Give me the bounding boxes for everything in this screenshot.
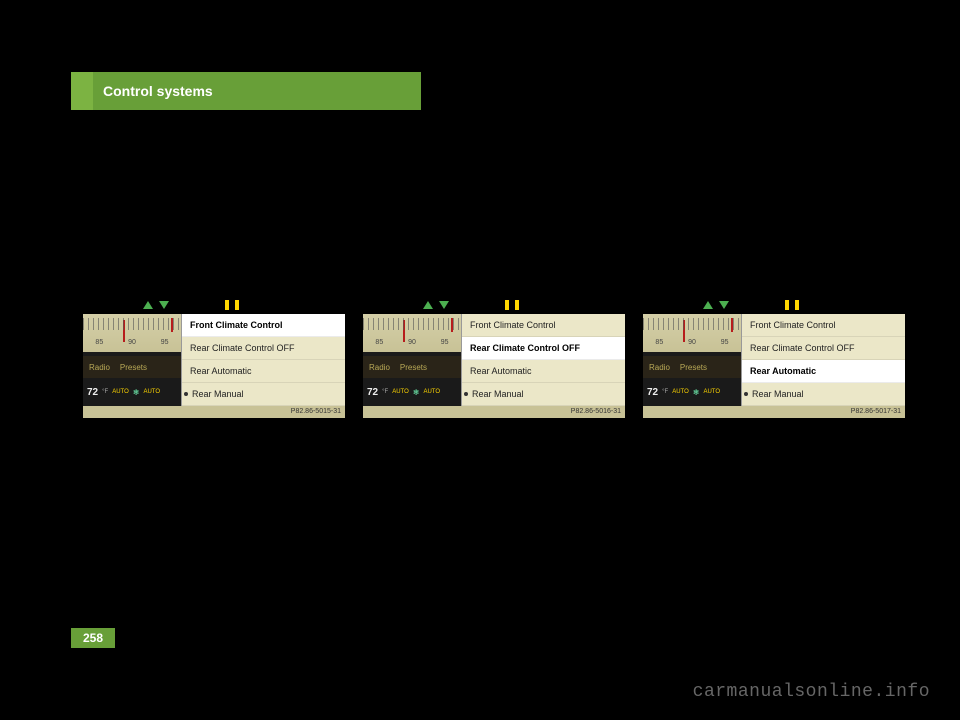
menu-front-climate[interactable]: Front Climate Control: [462, 314, 625, 337]
radio-label: Radio: [649, 363, 670, 372]
arrow-up-icon: [703, 301, 713, 309]
bullet-icon: [744, 392, 748, 396]
temp-unit: °F: [102, 389, 108, 395]
defrost-icon: ❄: [413, 388, 420, 397]
bracket-left-icon: [785, 300, 789, 310]
figure-ref: P82.86-5017-31: [643, 406, 905, 418]
bracket-right-icon: [795, 300, 799, 310]
screenshot-3: 85 90 95 Radio Presets 72 °F AUTO ❄ AUTO: [643, 296, 905, 418]
frequency-dial: 85 90 95: [363, 314, 461, 356]
dial-num: 85: [655, 339, 663, 346]
radio-label: Radio: [369, 363, 390, 372]
presets-label: Presets: [400, 363, 427, 372]
radio-row: Radio Presets: [643, 356, 741, 378]
climate-menu: Front Climate Control Rear Climate Contr…: [461, 314, 625, 406]
bracket-right-icon: [235, 300, 239, 310]
dial-num: 95: [161, 339, 169, 346]
dial-num: 85: [95, 339, 103, 346]
radio-panel: 85 90 95 Radio Presets 72 °F AUTO ❄ AUTO: [83, 314, 181, 406]
climate-menu: Front Climate Control Rear Climate Contr…: [741, 314, 905, 406]
nav-arrows: [643, 296, 905, 314]
menu-rear-auto[interactable]: Rear Automatic: [462, 360, 625, 383]
dial-num: 90: [408, 339, 416, 346]
page-number: 258: [71, 628, 115, 648]
menu-rear-off[interactable]: Rear Climate Control OFF: [742, 337, 905, 360]
header-title: Control systems: [93, 72, 421, 110]
arrow-up-icon: [423, 301, 433, 309]
radio-row: Radio Presets: [363, 356, 461, 378]
menu-front-climate[interactable]: Front Climate Control: [182, 314, 345, 337]
temp-value: 72: [367, 387, 378, 398]
bullet-icon: [184, 392, 188, 396]
presets-label: Presets: [680, 363, 707, 372]
bracket-right-icon: [515, 300, 519, 310]
bracket-left-icon: [225, 300, 229, 310]
menu-rear-auto[interactable]: Rear Automatic: [182, 360, 345, 383]
radio-panel: 85 90 95 Radio Presets 72 °F AUTO ❄ AUTO: [643, 314, 741, 406]
auto-badge: AUTO: [423, 389, 440, 395]
menu-rear-off[interactable]: Rear Climate Control OFF: [182, 337, 345, 360]
auto-badge: AUTO: [112, 389, 129, 395]
header-accent: [71, 72, 93, 110]
temp-row: 72 °F AUTO ❄ AUTO: [643, 378, 741, 406]
auto-badge: AUTO: [672, 389, 689, 395]
radio-label: Radio: [89, 363, 110, 372]
arrow-down-icon: [719, 301, 729, 309]
temp-unit: °F: [662, 389, 668, 395]
watermark: carmanualsonline.info: [693, 682, 930, 702]
menu-rear-manual[interactable]: Rear Manual: [462, 383, 625, 406]
menu-rear-auto[interactable]: Rear Automatic: [742, 360, 905, 383]
dial-num: 90: [688, 339, 696, 346]
nav-arrows: [83, 296, 345, 314]
figure-ref: P82.86-5015-31: [83, 406, 345, 418]
bullet-icon: [464, 392, 468, 396]
menu-front-climate[interactable]: Front Climate Control: [742, 314, 905, 337]
radio-row: Radio Presets: [83, 356, 181, 378]
menu-rear-manual[interactable]: Rear Manual: [182, 383, 345, 406]
menu-rear-off[interactable]: Rear Climate Control OFF: [462, 337, 625, 360]
dial-num: 95: [721, 339, 729, 346]
temp-unit: °F: [382, 389, 388, 395]
dial-num: 85: [375, 339, 383, 346]
auto-badge: AUTO: [703, 389, 720, 395]
radio-panel: 85 90 95 Radio Presets 72 °F AUTO ❄ AUTO: [363, 314, 461, 406]
dial-num: 90: [128, 339, 136, 346]
figure-ref: P82.86-5016-31: [363, 406, 625, 418]
auto-badge: AUTO: [392, 389, 409, 395]
dial-num: 95: [441, 339, 449, 346]
bracket-left-icon: [505, 300, 509, 310]
arrow-down-icon: [159, 301, 169, 309]
arrow-up-icon: [143, 301, 153, 309]
menu-rear-manual[interactable]: Rear Manual: [742, 383, 905, 406]
presets-label: Presets: [120, 363, 147, 372]
screenshot-2: 85 90 95 Radio Presets 72 °F AUTO ❄ AUTO: [363, 296, 625, 418]
defrost-icon: ❄: [693, 388, 700, 397]
section-header: Control systems: [71, 72, 421, 110]
frequency-dial: 85 90 95: [643, 314, 741, 356]
defrost-icon: ❄: [133, 388, 140, 397]
climate-menu: Front Climate Control Rear Climate Contr…: [181, 314, 345, 406]
temp-row: 72 °F AUTO ❄ AUTO: [363, 378, 461, 406]
temp-row: 72 °F AUTO ❄ AUTO: [83, 378, 181, 406]
temp-value: 72: [87, 387, 98, 398]
screenshot-1: 85 90 95 Radio Presets 72 °F AUTO ❄ AUTO: [83, 296, 345, 418]
screenshot-row: 85 90 95 Radio Presets 72 °F AUTO ❄ AUTO: [83, 296, 905, 418]
frequency-dial: 85 90 95: [83, 314, 181, 356]
temp-value: 72: [647, 387, 658, 398]
arrow-down-icon: [439, 301, 449, 309]
auto-badge: AUTO: [143, 389, 160, 395]
nav-arrows: [363, 296, 625, 314]
